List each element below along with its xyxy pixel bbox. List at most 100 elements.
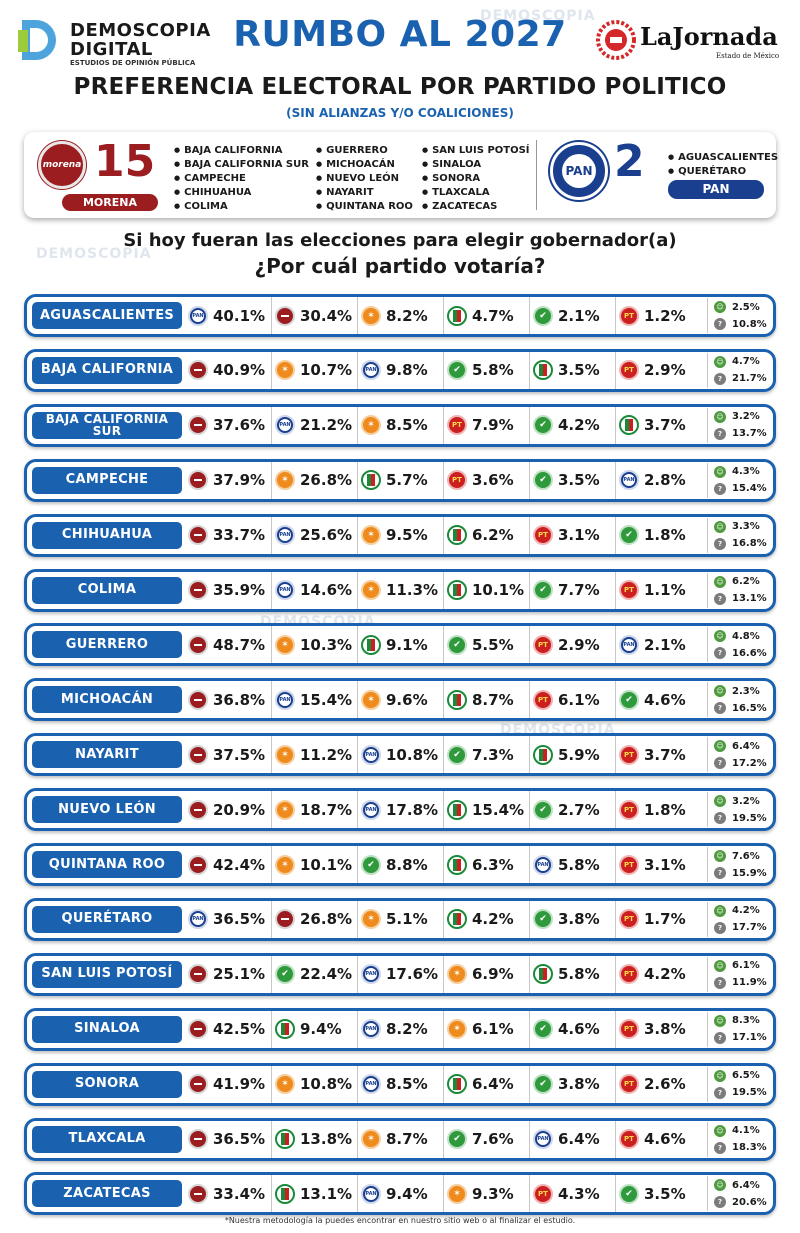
state-label: COLIMA [32,576,182,604]
other-responses: ☺ 4.7%? 21.7% [707,352,773,388]
vote-percentage: 17.8% [386,800,439,819]
party-result-cell: 37.5% [185,736,271,773]
party-result-cell: 4.7% [443,297,529,334]
party-result-cell: 5.9% [529,736,615,774]
vote-percentage: 2.7% [558,800,600,819]
pvem-logo-icon [619,1183,639,1204]
pan-logo-icon: PAN [361,1019,381,1040]
pvem-logo-icon [619,525,639,546]
party-result-cell: 15.4% [443,791,529,829]
other-percentage: 2.3% [732,685,760,697]
movimiento-ciudadano-logo-icon [275,360,295,381]
question-mark-icon: ? [714,812,726,825]
question-mark-icon: ? [714,757,726,770]
pt-logo-icon [619,799,639,820]
vote-percentage: 6.4% [558,1130,600,1148]
movimiento-ciudadano-logo-icon [275,470,295,491]
state-label: SINALOA [32,1015,182,1043]
party-result-cell: 4.6% [615,1120,701,1158]
pan-logo-icon: PAN [533,854,553,875]
movimiento-ciudadano-logo-icon [447,1183,467,1204]
pri-logo-icon [447,525,467,546]
other-response-row: ☺ 4.1% [714,1123,760,1139]
table-row: COLIMA 35.9% PAN 14.6% 11.3% 10.1% 7.7% 1.1% ☺ 6.… [24,568,776,612]
party-result-cell: 6.9% [443,955,529,993]
other-response-row: ? 16.6% [714,645,767,661]
pri-logo-icon [619,415,639,436]
party-result-cell: 33.7% [185,517,271,554]
pvem-logo-icon [533,305,553,326]
other-percentage: 17.7% [732,922,767,934]
party-result-cell: 4.2% [529,406,615,444]
other-percentage: 4.2% [732,905,760,917]
brand-name-line1: DEMOSCOPIA [70,20,211,41]
state-item: SINALOA [422,158,530,172]
other-response-row: ? 17.1% [714,1030,767,1046]
state-label: BAJA CALIFORNIA SUR [32,411,182,439]
movimiento-ciudadano-logo-icon [361,909,381,930]
party-result-cell: 9.5% [357,516,443,554]
vote-percentage: 3.8% [558,1075,600,1094]
other-response-row: ☺ 4.3% [714,464,760,480]
demoscopia-logo: DEMOSCOPIA DIGITAL ESTUDIOS DE OPINIÓN P… [14,18,214,67]
party-result-cell: PAN 17.6% [357,955,443,993]
other-responses: ☺ 7.6%? 15.9% [707,847,773,882]
brand-tagline: ESTUDIOS DE OPINIÓN PÚBLICA [70,59,196,67]
party-result-cell: 5.1% [357,900,443,938]
question-line2: ¿Por cuál partido votaría? [254,254,546,278]
party-result-cell: 3.5% [615,1175,701,1213]
party-result-cell: 26.8% [271,900,357,938]
state-label: SONORA [32,1070,182,1098]
pan-logo-icon: PAN [275,689,295,710]
other-response-row: ? 13.7% [714,426,767,442]
vote-percentage: 26.8% [300,910,353,929]
pt-logo-icon [533,634,553,655]
other-response-row: ? 19.5% [714,1085,767,1101]
vote-percentage: 18.7% [300,800,353,819]
pri-logo-icon [447,580,467,600]
party-result-cell: 48.7% [185,626,271,663]
pri-logo-icon [447,305,467,326]
party-result-cell: 10.3% [271,626,357,664]
vote-percentage: 5.5% [472,635,514,654]
pt-logo-icon [619,744,639,765]
independent-candidate-icon: ☺ [714,1014,726,1027]
vote-percentage: 4.7% [472,306,514,325]
pri-logo-icon [533,964,553,985]
vote-percentage: 15.4% [300,690,353,709]
other-response-row: ? 11.9% [714,975,767,991]
vote-percentage: 3.6% [472,471,514,490]
vote-percentage: 2.6% [644,1075,686,1094]
movimiento-ciudadano-logo-icon [361,525,381,546]
vote-percentage: 9.1% [386,635,428,654]
question-mark-icon: ? [714,1031,726,1044]
other-percentage: 13.1% [732,593,767,604]
other-responses: ☺ 6.2%? 13.1% [707,572,773,608]
state-label: NAYARIT [32,741,182,769]
question-mark-icon: ? [714,647,726,660]
party-result-cell: 4.6% [615,681,701,719]
divider [536,140,537,210]
independent-candidate-icon: ☺ [714,355,726,368]
party-result-cell: 2.6% [615,1065,701,1103]
vote-percentage: 33.4% [213,1184,266,1203]
vote-percentage: 7.7% [558,581,600,599]
vote-percentage: 40.9% [213,361,266,380]
other-responses: ☺ 3.3%? 16.8% [707,517,773,553]
independent-candidate-icon: ☺ [714,959,726,972]
pri-logo-icon [275,1183,295,1204]
pan-states: AGUASCALIENTES QUERÉTARO [668,151,778,179]
other-response-row: ? 15.4% [714,481,767,497]
party-result-cell: 3.8% [615,1010,701,1048]
party-result-cell: 40.9% [185,352,271,389]
morena-logo-icon [188,964,208,985]
pvem-logo-icon [361,854,381,875]
vote-percentage: 30.4% [300,306,353,325]
pvem-logo-icon [533,909,553,930]
other-response-row: ? 16.8% [714,536,767,552]
brand-name-line2: DIGITAL [70,39,153,60]
movimiento-ciudadano-logo-icon [275,1074,295,1095]
party-result-cell: 41.9% [185,1066,271,1103]
independent-candidate-icon: ☺ [714,850,726,862]
other-percentage: 16.8% [732,538,767,550]
